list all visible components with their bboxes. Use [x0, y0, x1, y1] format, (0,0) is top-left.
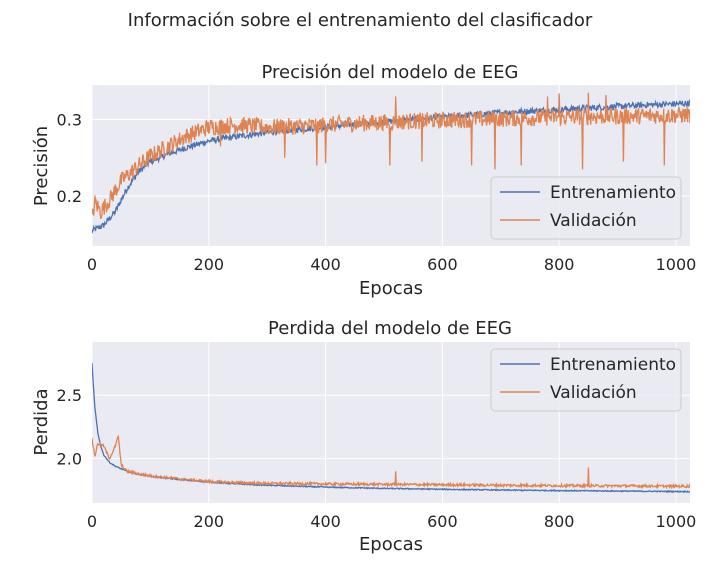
loss-x-tick-label: 0: [87, 512, 97, 531]
loss-lines: [92, 363, 690, 494]
accuracy-legend-label-validacion: Validación: [550, 211, 637, 231]
figure-suptitle: Información sobre el entrenamiento del c…: [128, 10, 593, 31]
loss-x-tick-label: 400: [310, 512, 341, 531]
accuracy-x-tick-label: 1000: [656, 255, 697, 274]
loss-y-tick-label: 2.5: [57, 386, 82, 405]
accuracy-series-line-entrenamiento: [92, 98, 690, 234]
loss-legend-label-entrenamiento: Entrenamiento: [550, 355, 676, 375]
loss-series-line-validacion: [92, 434, 690, 490]
accuracy-y-axis-label: Precisión: [31, 126, 52, 206]
accuracy-y-tick-label: 0.2: [57, 187, 82, 206]
accuracy-legend-label-entrenamiento: Entrenamiento: [550, 183, 676, 203]
loss-x-axis-label: Epocas: [359, 534, 423, 555]
loss-subplot: Perdida del modelo de EEG 0 200 400 600 800 1…: [31, 318, 696, 555]
accuracy-x-axis-label: Epocas: [359, 278, 423, 299]
loss-chart-title: Perdida del modelo de EEG: [268, 318, 512, 339]
accuracy-subplot: Precisión del modelo de EEG 0 200 400 600 80…: [31, 62, 696, 299]
accuracy-x-tick-label: 400: [310, 255, 341, 274]
accuracy-series-line-validacion: [92, 92, 690, 220]
loss-x-ticks: 0 200 400 600 800 1000: [87, 512, 696, 531]
loss-x-tick-label: 1000: [656, 512, 697, 531]
loss-legend-label-validacion: Validación: [550, 383, 637, 403]
loss-x-tick-label: 200: [194, 512, 225, 531]
loss-y-tick-label: 2.0: [57, 450, 82, 469]
accuracy-chart-title: Precisión del modelo de EEG: [262, 62, 519, 83]
loss-legend: Entrenamiento Validación: [490, 348, 682, 412]
accuracy-x-tick-label: 600: [427, 255, 458, 274]
loss-y-ticks: 2.0 2.5: [57, 386, 82, 468]
accuracy-y-tick-label: 0.3: [57, 111, 82, 130]
accuracy-x-tick-label: 0: [87, 255, 97, 274]
accuracy-lines: [92, 92, 690, 234]
accuracy-legend: Entrenamiento Validación: [490, 176, 682, 240]
loss-x-tick-label: 600: [427, 512, 458, 531]
accuracy-y-ticks: 0.2 0.3: [57, 111, 82, 207]
accuracy-x-tick-label: 800: [544, 255, 575, 274]
accuracy-x-tick-label: 200: [194, 255, 225, 274]
loss-x-tick-label: 800: [544, 512, 575, 531]
loss-y-axis-label: Perdida: [31, 388, 52, 455]
accuracy-x-ticks: 0 200 400 600 800 1000: [87, 255, 696, 274]
